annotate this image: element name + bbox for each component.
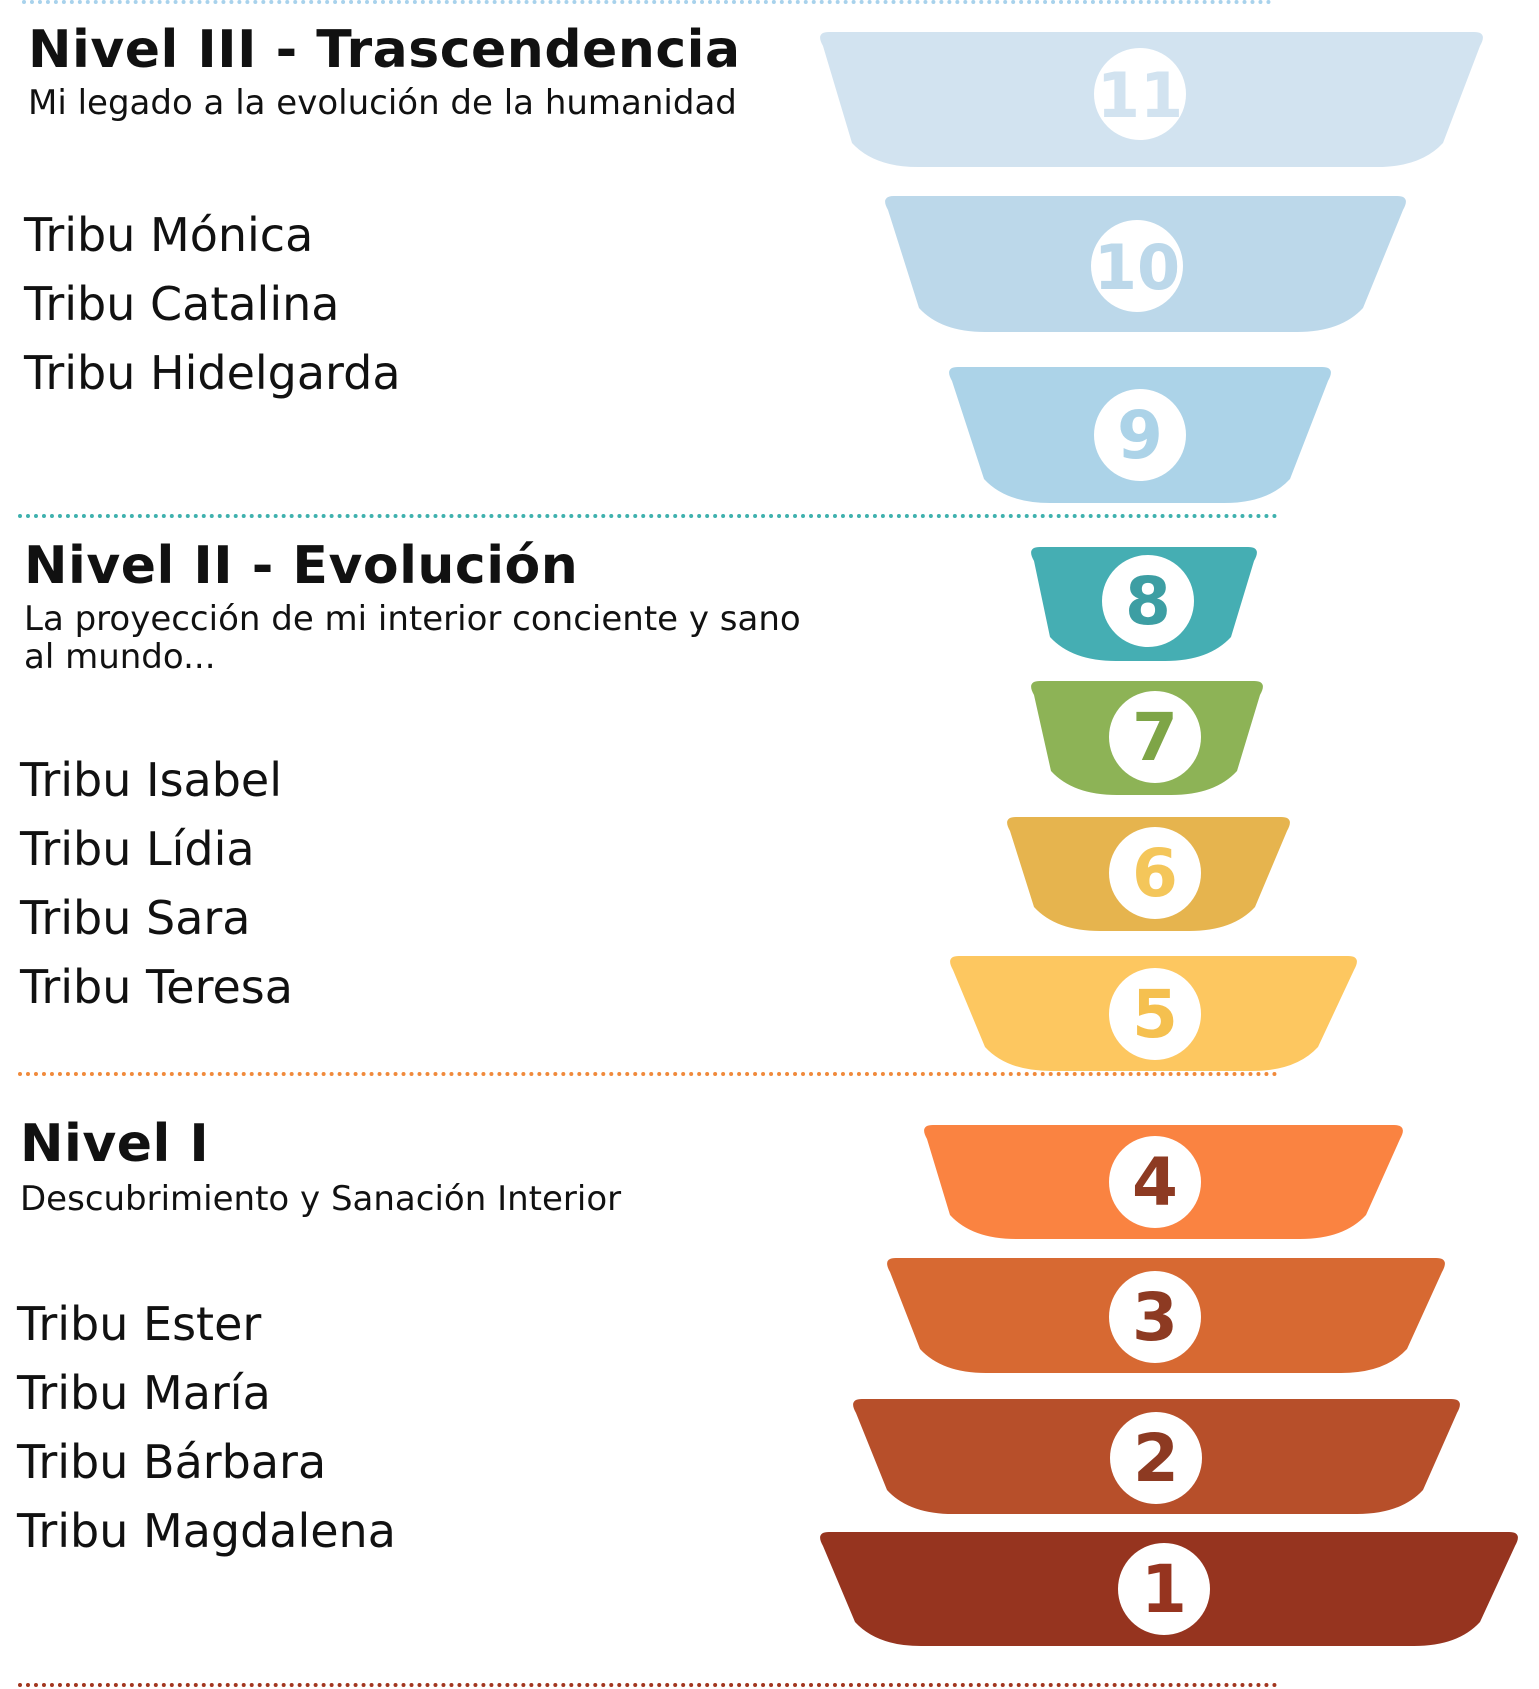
level-2-title: Nivel II - Evolución — [24, 536, 579, 596]
tribe-item: Tribu Magdalena — [17, 1504, 396, 1558]
stage-9-number: 9 — [1117, 397, 1163, 474]
tribe-item: Tribu Bárbara — [17, 1435, 327, 1489]
tribe-item: Tribu Teresa — [20, 960, 293, 1014]
stage-1-number: 1 — [1141, 1551, 1187, 1628]
stage-9-badge — [1094, 389, 1186, 481]
level-2-tribe-list: Tribu Isabel Tribu Lídia Tribu Sara Trib… — [20, 746, 293, 1022]
level-1-subtitle: Descubrimiento y Sanación Interior — [20, 1179, 622, 1219]
stage-7-number: 7 — [1132, 699, 1178, 776]
stage-3-badge — [1109, 1271, 1201, 1363]
stage-5-number: 5 — [1132, 976, 1178, 1053]
stage-10-badge — [1091, 220, 1183, 312]
stage-7-badge — [1109, 691, 1201, 783]
tribe-item: Tribu Hidelgarda — [24, 346, 401, 400]
stage-8-number: 8 — [1125, 563, 1171, 640]
stage-1-badge — [1118, 1543, 1210, 1635]
level-1-divider — [18, 1072, 1278, 1076]
stage-6-number: 6 — [1132, 835, 1178, 912]
tribe-item: Tribu Mónica — [24, 208, 314, 262]
level-2-subtitle-line2: al mundo... — [24, 637, 216, 677]
stage-2-badge — [1110, 1412, 1202, 1504]
stage-4-number: 4 — [1132, 1144, 1178, 1221]
tribe-item: Tribu María — [17, 1366, 271, 1420]
level-3-tribe-list: Tribu Mónica Tribu Catalina Tribu Hidelg… — [24, 201, 401, 408]
tribe-item: Tribu Isabel — [20, 753, 283, 807]
bottom-divider — [18, 1683, 1278, 1687]
stage-11-badge — [1094, 48, 1186, 140]
tribe-item: Tribu Lídia — [20, 822, 255, 876]
stage-5-badge — [1109, 968, 1201, 1060]
tribe-item: Tribu Sara — [20, 891, 251, 945]
stage-8-badge — [1102, 555, 1194, 647]
level-1-tribe-list: Tribu Ester Tribu María Tribu Bárbara Tr… — [17, 1290, 396, 1566]
level-3-subtitle: Mi legado a la evolución de la humanidad — [28, 83, 737, 123]
level-1-title: Nivel I — [20, 1114, 210, 1174]
tribe-item: Tribu Ester — [17, 1297, 262, 1351]
stage-3-number: 3 — [1132, 1279, 1178, 1356]
level-3-top-divider — [22, 0, 1272, 4]
level-3-title: Nivel III - Trascendencia — [28, 20, 741, 80]
stage-11-number: 11 — [1097, 59, 1183, 132]
stage-6-badge — [1109, 827, 1201, 919]
level-2-divider — [18, 514, 1278, 518]
stage-2-number: 2 — [1133, 1420, 1179, 1497]
stage-4-badge — [1109, 1136, 1201, 1228]
stage-10-number: 10 — [1094, 231, 1180, 304]
level-2-subtitle: La proyección de mi interior conciente y… — [24, 599, 801, 639]
tribe-item: Tribu Catalina — [24, 277, 340, 331]
